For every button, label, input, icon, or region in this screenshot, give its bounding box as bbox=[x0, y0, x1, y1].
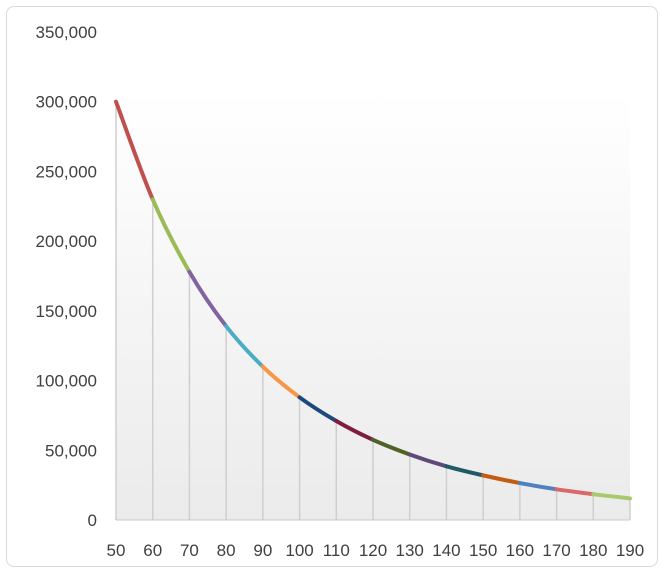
y-tick-label: 0 bbox=[88, 511, 97, 530]
x-tick-label: 170 bbox=[542, 541, 570, 560]
x-tick-label: 130 bbox=[396, 541, 424, 560]
y-tick-label: 300,000 bbox=[36, 93, 97, 112]
x-axis-tick-labels: 50 60 70 80 90 100 110 120 130 140 150 160 170 180 190 bbox=[107, 541, 645, 560]
y-tick-label: 150,000 bbox=[36, 302, 97, 321]
x-tick-label: 100 bbox=[285, 541, 313, 560]
series-segment bbox=[297, 395, 339, 424]
series-line bbox=[114, 99, 632, 501]
series-segment bbox=[407, 452, 449, 469]
series-segment bbox=[150, 197, 192, 274]
x-tick-label: 70 bbox=[180, 541, 199, 560]
x-tick-label: 110 bbox=[323, 541, 350, 560]
series-segment bbox=[517, 481, 559, 492]
y-tick-label: 50,000 bbox=[45, 441, 97, 460]
series-segment bbox=[554, 487, 596, 497]
y-tick-label: 200,000 bbox=[36, 232, 97, 251]
series-segment bbox=[224, 324, 265, 369]
x-tick-label: 180 bbox=[579, 541, 607, 560]
series-segment bbox=[371, 437, 412, 457]
y-tick-label: 250,000 bbox=[36, 162, 97, 181]
series-segment bbox=[481, 473, 522, 486]
x-tick-label: 140 bbox=[432, 541, 460, 560]
series-segment bbox=[114, 99, 155, 202]
x-tick-label: 80 bbox=[217, 541, 236, 560]
y-tick-label: 350,000 bbox=[36, 23, 97, 42]
x-tick-label: 160 bbox=[506, 541, 534, 560]
drop-lines bbox=[115, 101, 631, 520]
series-segment bbox=[260, 364, 302, 400]
series-segment bbox=[444, 464, 486, 478]
x-tick-label: 50 bbox=[107, 541, 126, 560]
x-tick-label: 60 bbox=[143, 541, 162, 560]
x-tick-label: 90 bbox=[253, 541, 272, 560]
x-tick-label: 190 bbox=[616, 541, 644, 560]
x-tick-label: 150 bbox=[469, 541, 497, 560]
x-tick-label: 120 bbox=[359, 541, 387, 560]
series-segment bbox=[591, 492, 632, 501]
series-segment bbox=[187, 269, 229, 329]
series-segment bbox=[334, 419, 375, 442]
y-tick-label: 100,000 bbox=[36, 372, 97, 391]
y-axis-tick-labels: 0 50,000 100,000 150,000 200,000 250,000 300,0… bbox=[36, 23, 97, 530]
